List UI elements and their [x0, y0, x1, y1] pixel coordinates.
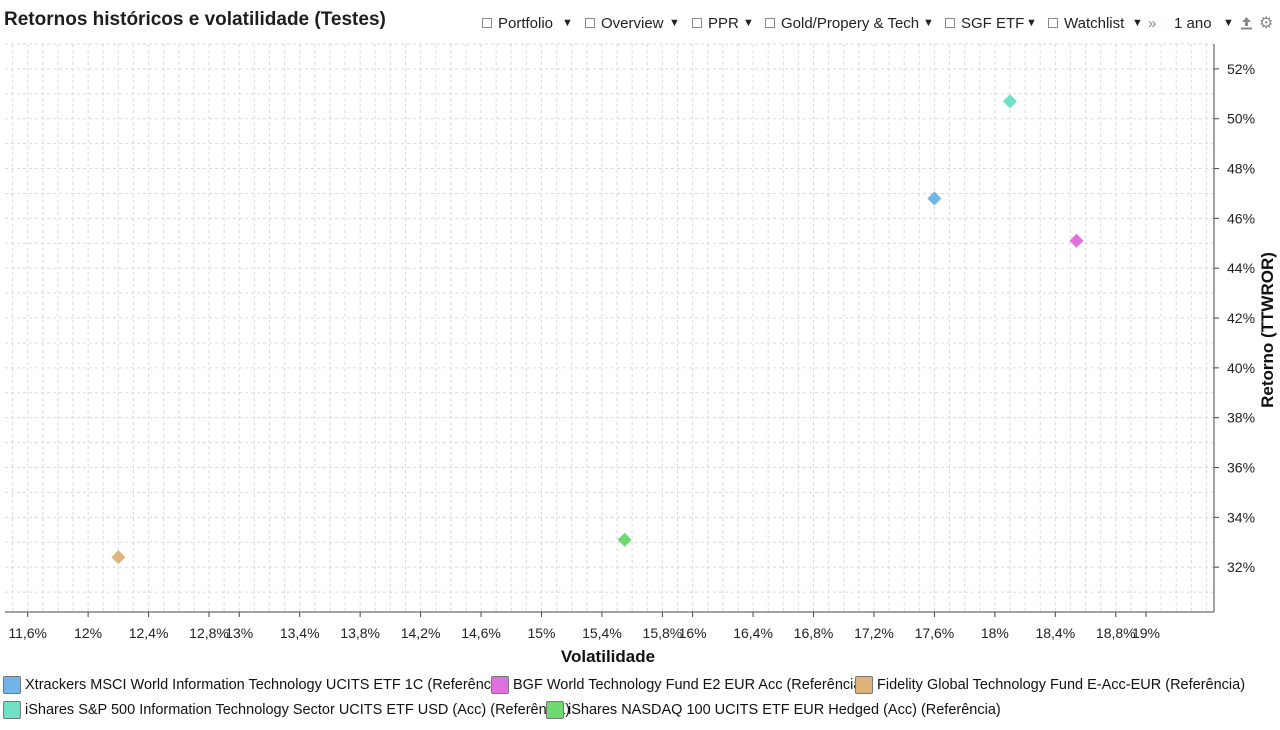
tab-label: Watchlist [1064, 14, 1125, 32]
scatter-chart: 11,6% 12% 12,4% 12,8%13% 13,4% 13,8% 14,2% 14,6… [5, 43, 1277, 666]
data-points [111, 94, 1084, 565]
x-tick-label: 18,4% [1035, 625, 1075, 641]
x-tick-label: 16,4% [733, 625, 773, 641]
caret-down-icon: ▼ [743, 17, 754, 29]
y-axis-title: Retorno (TTWROR) [1258, 252, 1277, 408]
caret-down-icon: ▼ [1223, 17, 1234, 29]
legend-swatch [546, 701, 564, 719]
y-axis-ticks: 32% 34% 36% 38% 40% 42% 44% 46% 48% 50% 52% [1214, 61, 1255, 575]
y-tick-label: 34% [1227, 509, 1255, 525]
x-tick-label: 12,4% [129, 625, 169, 641]
tab-watchlist-dropdown[interactable]: ▼ [1132, 12, 1143, 34]
x-axis-ticks: 11,6% 12% 12,4% 12,8%13% 13,4% 13,8% 14,2% 14,6… [8, 612, 1160, 641]
x-tick-label: 15,8% [643, 625, 683, 641]
legend-item[interactable]: BGF World Technology Fund E2 EUR Acc (Re… [491, 676, 866, 694]
checkbox-icon [765, 18, 775, 28]
x-axis-title: Volatilidade [561, 647, 655, 666]
data-point [1069, 233, 1084, 248]
x-tick-label: 19% [1132, 625, 1160, 641]
tab-label: PPR [708, 14, 739, 32]
caret-down-icon: ▼ [669, 17, 680, 29]
legend-label: iShares NASDAQ 100 UCITS ETF EUR Hedged … [568, 702, 1001, 718]
tab-label: Gold/Propery & Tech [781, 14, 920, 32]
legend-item[interactable]: Xtrackers MSCI World Information Technol… [3, 676, 507, 694]
caret-down-icon: ▼ [1132, 17, 1143, 29]
y-tick-label: 42% [1227, 310, 1255, 326]
tab-sgf-etf[interactable]: SGF ETF [945, 12, 1024, 34]
data-point [617, 532, 632, 547]
data-point [927, 191, 942, 206]
legend-item[interactable]: iShares S&P 500 Information Technology S… [3, 701, 570, 719]
grid-lines [5, 43, 1214, 612]
tab-label: Overview [601, 14, 664, 32]
y-tick-label: 40% [1227, 360, 1255, 376]
x-tick-label: 16,8% [794, 625, 834, 641]
y-tick-label: 32% [1227, 559, 1255, 575]
x-tick-label: 12,8% [189, 625, 229, 641]
legend-swatch [855, 676, 873, 694]
tab-label: SGF ETF [961, 14, 1025, 32]
caret-down-icon: ▼ [923, 17, 934, 29]
data-point [1002, 94, 1017, 109]
more-tabs-icon[interactable]: » [1148, 14, 1157, 32]
x-tick-label: 14,2% [401, 625, 441, 641]
x-tick-label: 13,8% [340, 625, 380, 641]
period-selector[interactable]: 1 ano [1174, 12, 1212, 34]
checkbox-icon [945, 18, 955, 28]
y-tick-label: 46% [1227, 210, 1255, 226]
caret-down-icon: ▼ [1026, 17, 1037, 29]
legend-item[interactable]: iShares NASDAQ 100 UCITS ETF EUR Hedged … [546, 701, 1001, 719]
gear-icon[interactable]: ⚙ [1259, 15, 1274, 32]
tab-portfolio[interactable]: Portfolio [482, 12, 553, 34]
y-tick-label: 52% [1227, 61, 1255, 77]
legend-swatch [3, 701, 21, 719]
chart-title: Retornos históricos e volatilidade (Test… [4, 9, 386, 30]
legend-label: iShares S&P 500 Information Technology S… [25, 702, 571, 718]
data-point [111, 550, 126, 565]
x-tick-label: 16% [679, 625, 707, 641]
period-label: 1 ano [1174, 14, 1212, 32]
x-tick-label: 17,6% [915, 625, 955, 641]
y-tick-label: 36% [1227, 460, 1255, 476]
axes [5, 44, 1215, 613]
y-tick-label: 38% [1227, 410, 1255, 426]
checkbox-icon [585, 18, 595, 28]
checkbox-icon [482, 18, 492, 28]
tab-gold-tech-dropdown[interactable]: ▼ [923, 12, 934, 34]
legend: Xtrackers MSCI World Information Technol… [0, 672, 1280, 728]
tab-overview-dropdown[interactable]: ▼ [669, 12, 680, 34]
x-tick-label: 15% [527, 625, 555, 641]
checkbox-icon [1048, 18, 1058, 28]
y-tick-label: 48% [1227, 161, 1255, 177]
legend-item[interactable]: Fidelity Global Technology Fund E-Acc-EU… [855, 676, 1245, 694]
tab-sgf-etf-dropdown[interactable]: ▼ [1026, 12, 1037, 34]
legend-label: BGF World Technology Fund E2 EUR Acc (Re… [513, 677, 867, 693]
legend-swatch [3, 676, 21, 694]
y-tick-label: 44% [1227, 260, 1255, 276]
tab-ppr-dropdown[interactable]: ▼ [743, 12, 754, 34]
export-icon[interactable] [1240, 12, 1253, 34]
tab-watchlist[interactable]: Watchlist [1048, 12, 1124, 34]
tab-ppr[interactable]: PPR [692, 12, 739, 34]
checkbox-icon [692, 18, 702, 28]
tab-portfolio-dropdown[interactable]: ▼ [562, 12, 573, 34]
x-tick-label: 15,4% [582, 625, 622, 641]
period-dropdown[interactable]: ▼ [1223, 12, 1234, 34]
caret-down-icon: ▼ [562, 17, 573, 29]
tab-overview[interactable]: Overview [585, 12, 664, 34]
y-tick-label: 50% [1227, 111, 1255, 127]
x-tick-label: 11,6% [8, 625, 47, 641]
x-tick-label: 13% [225, 625, 253, 641]
x-tick-label: 12% [74, 625, 102, 641]
x-tick-label: 13,4% [280, 625, 320, 641]
legend-label: Fidelity Global Technology Fund E-Acc-EU… [877, 677, 1246, 693]
x-tick-label: 14,6% [461, 625, 501, 641]
x-tick-label: 17,2% [854, 625, 894, 641]
legend-label: Xtrackers MSCI World Information Technol… [25, 677, 508, 693]
legend-swatch [491, 676, 509, 694]
tab-gold-tech[interactable]: Gold/Propery & Tech [765, 12, 919, 34]
x-tick-label: 18,8% [1096, 625, 1136, 641]
tab-label: Portfolio [498, 14, 554, 32]
x-tick-label: 18% [981, 625, 1009, 641]
